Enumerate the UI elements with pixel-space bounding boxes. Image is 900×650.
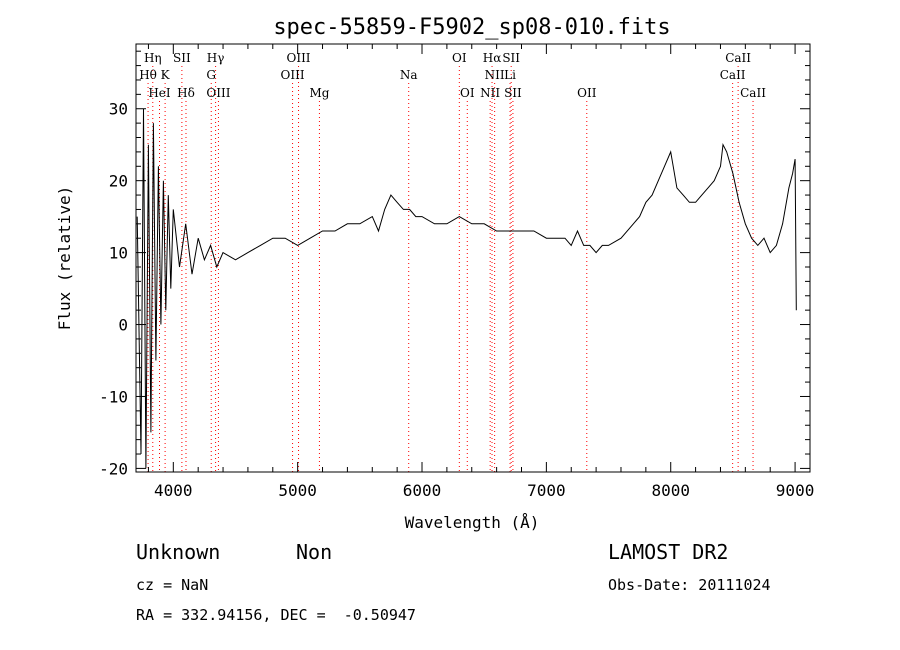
line-id-label: CaII: [725, 51, 751, 65]
line-id-label: Hγ: [207, 51, 225, 65]
line-id-label: OIII: [206, 86, 230, 100]
chart-title: spec-55859-F5902_sp08-010.fits: [273, 15, 670, 40]
line-id-label: Na: [400, 68, 418, 82]
line-id-label: OI: [452, 51, 467, 65]
x-tick-label: 7000: [527, 481, 566, 500]
x-axis-label: Wavelength (Å): [405, 513, 540, 532]
line-id-label: K: [161, 68, 171, 82]
obs-date: Obs-Date: 20111024: [608, 576, 771, 594]
y-tick-label: -20: [99, 459, 128, 478]
line-id-label: Hδ: [177, 86, 195, 100]
x-tick-label: 5000: [278, 481, 317, 500]
line-id-label: NII: [480, 86, 500, 100]
y-tick-label: 20: [109, 172, 128, 191]
ra-dec: RA = 332.94156, DEC = -0.50947: [136, 606, 416, 624]
line-id-label: NII: [485, 68, 505, 82]
line-id-label: SII: [502, 51, 520, 65]
line-id-label: OIII: [286, 51, 310, 65]
line-markers: [147, 66, 754, 472]
line-id-label: SII: [173, 51, 191, 65]
line-id-label: CaII: [720, 68, 746, 82]
line-id-label: Li: [504, 68, 516, 82]
class-label: Unknown: [136, 540, 221, 564]
y-tick-label: 10: [109, 244, 128, 263]
y-tick-label: 30: [109, 100, 128, 119]
subclass-label: Non: [296, 540, 333, 564]
x-axis-ticks: 4000 5000 6000 7000 8000 9000: [147, 44, 815, 500]
line-labels: Hη Hθ K HeI SII Hδ Hγ G OIII OIII OIII Mg Na OI OI Hα NI…: [139, 51, 766, 100]
line-id-label: Hα: [483, 51, 502, 65]
line-id-label: G: [206, 68, 216, 82]
line-id-label: OII: [577, 86, 597, 100]
x-tick-label: 4000: [154, 481, 193, 500]
plot-frame: [135, 43, 811, 473]
x-tick-label: 9000: [776, 481, 815, 500]
y-axis-label: Flux (relative): [55, 186, 74, 331]
line-id-label: SII: [504, 86, 522, 100]
line-id-label: Hη: [144, 51, 162, 65]
line-id-label: Mg: [309, 86, 329, 100]
y-axis-ticks: -20 -10 0 10 20 30: [99, 50, 810, 478]
x-tick-label: 8000: [651, 481, 690, 500]
y-tick-label: -10: [99, 387, 128, 406]
line-id-label: Hθ: [139, 68, 157, 82]
spectrum-line: [136, 108, 797, 469]
survey-label: LAMOST DR2: [608, 540, 729, 564]
line-id-label: HeI: [148, 86, 171, 100]
y-tick-label: 0: [118, 316, 128, 335]
line-id-label: CaII: [740, 86, 766, 100]
x-tick-label: 6000: [403, 481, 442, 500]
redshift-value: cz = NaN: [136, 576, 209, 594]
line-id-label: OI: [460, 86, 475, 100]
line-id-label: OIII: [281, 68, 305, 82]
